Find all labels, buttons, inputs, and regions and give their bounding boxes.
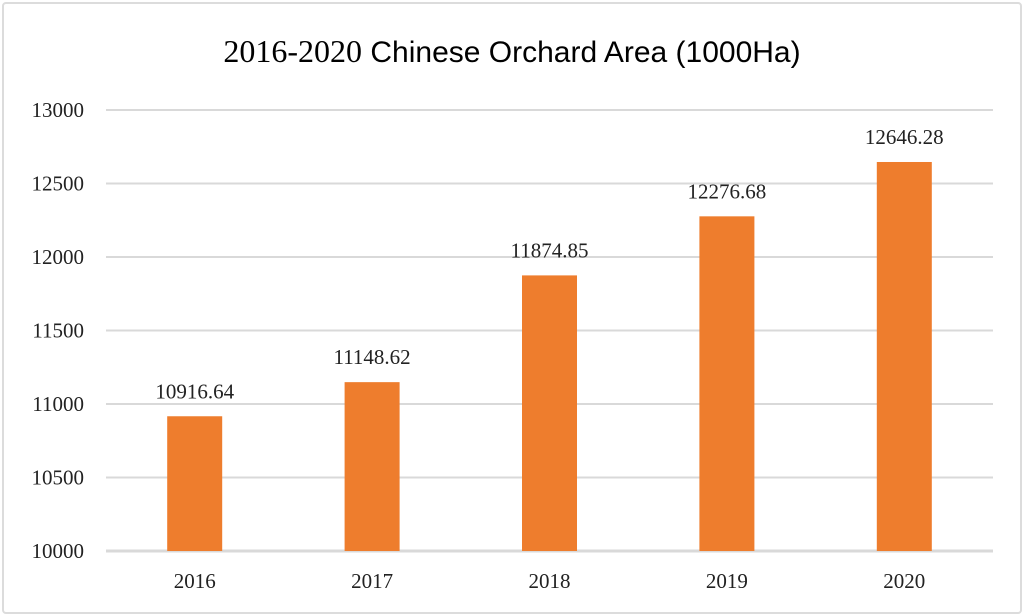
chart-title-years: 2016-2020: [223, 33, 362, 69]
bar-2020: [876, 161, 932, 552]
chart-title: 2016-2020 Chinese Orchard Area (1000Ha): [223, 33, 800, 69]
y-tick-label: 10000: [32, 539, 85, 563]
y-tick-label: 12500: [32, 172, 85, 196]
x-tick-label: 2019: [706, 569, 748, 593]
y-tick-label: 11000: [32, 392, 84, 416]
y-tick-label: 12000: [32, 245, 85, 269]
y-tick-label: 10500: [32, 466, 85, 490]
data-label: 10916.64: [155, 379, 234, 403]
bar-2016: [167, 416, 223, 551]
y-tick-label: 11500: [32, 319, 84, 343]
bar-2018: [522, 275, 577, 551]
x-tick-label: 2020: [883, 569, 925, 593]
data-label: 12276.68: [688, 179, 767, 203]
data-label: 11148.62: [333, 345, 410, 369]
bar-2017: [344, 382, 400, 551]
x-tick-label: 2016: [174, 569, 216, 593]
bar-2019: [699, 216, 755, 551]
data-label: 12646.28: [865, 125, 944, 149]
x-tick-label: 2018: [529, 569, 571, 593]
data-label: 11874.85: [511, 238, 589, 262]
y-tick-label: 13000: [32, 98, 85, 122]
chart-title-rest: Chinese Orchard Area (1000Ha): [362, 36, 801, 69]
x-tick-label: 2017: [351, 569, 393, 593]
